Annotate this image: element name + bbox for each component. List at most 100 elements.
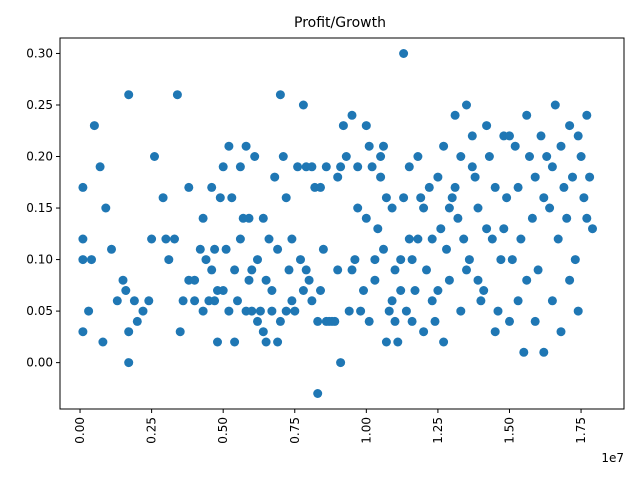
- scatter-point: [467, 131, 477, 141]
- scatter-point: [78, 327, 88, 337]
- scatter-point: [132, 316, 142, 326]
- scatter-point: [536, 131, 546, 141]
- scatter-point: [570, 255, 580, 265]
- x-tick-label: 0.25: [145, 417, 159, 444]
- scatter-point: [573, 131, 583, 141]
- scatter-point: [273, 244, 283, 254]
- scatter-point: [78, 255, 88, 265]
- scatter-point: [576, 152, 586, 161]
- scatter-point: [496, 255, 506, 265]
- scatter-point: [296, 255, 305, 265]
- scatter-point: [579, 193, 589, 203]
- scatter-point: [175, 327, 185, 337]
- scatter-point: [198, 213, 208, 223]
- scatter-point: [112, 296, 122, 306]
- scatter-point: [542, 152, 552, 161]
- scatter-point: [190, 296, 200, 306]
- scatter-point: [559, 182, 569, 192]
- scatter-point: [264, 234, 274, 244]
- scatter-point: [490, 327, 500, 337]
- scatter-point: [253, 255, 262, 265]
- scatter-point: [422, 265, 431, 275]
- scatter-point: [235, 162, 245, 172]
- scatter-point: [273, 337, 283, 347]
- scatter-point: [522, 275, 532, 285]
- scatter-point: [258, 213, 268, 223]
- scatter-point: [281, 193, 291, 203]
- scatter-point: [261, 275, 271, 285]
- scatter-point: [124, 327, 134, 337]
- scatter-point: [261, 337, 271, 347]
- scatter-point: [582, 110, 592, 120]
- scatter-point: [433, 172, 443, 182]
- scatter-point: [304, 275, 314, 285]
- scatter-point: [278, 152, 288, 161]
- scatter-point: [250, 152, 260, 161]
- scatter-point: [407, 316, 417, 326]
- scatter-point: [539, 347, 549, 357]
- scatter-point: [510, 141, 520, 151]
- scatter-point: [384, 306, 394, 316]
- scatter-point: [568, 172, 577, 182]
- scatter-point: [129, 296, 139, 306]
- scatter-point: [218, 162, 228, 172]
- scatter-point: [493, 306, 503, 316]
- scatter-point: [553, 234, 563, 244]
- scatter-point: [404, 234, 414, 244]
- scatter-point: [124, 358, 134, 368]
- scatter-point: [387, 296, 397, 306]
- scatter-point: [336, 162, 346, 172]
- scatter-point: [184, 182, 194, 192]
- scatter-point: [213, 337, 222, 347]
- scatter-point: [450, 182, 460, 192]
- scatter-point: [170, 234, 179, 244]
- scatter-point: [399, 49, 409, 58]
- scatter-point: [290, 306, 300, 316]
- scatter-point: [390, 316, 400, 326]
- scatter-point: [201, 255, 211, 265]
- scatter-point: [78, 234, 88, 244]
- scatter-point: [267, 286, 277, 295]
- scatter-point: [359, 286, 368, 295]
- scatter-point: [381, 337, 391, 347]
- scatter-point: [313, 316, 323, 326]
- scatter-point: [424, 182, 434, 192]
- x-axis: 0.00 0.25 0.50 0.75 1.00 1.25 1.50 1.75: [73, 409, 588, 444]
- scatter-point: [442, 244, 451, 254]
- scatter-point: [361, 213, 371, 223]
- scatter-point: [476, 296, 486, 306]
- scatter-point: [401, 306, 411, 316]
- scatter-point: [87, 255, 96, 265]
- scatter-point: [404, 162, 414, 172]
- scatter-point: [464, 255, 474, 265]
- scatter-point: [336, 358, 346, 368]
- scatter-point: [255, 306, 265, 316]
- scatter-point: [318, 244, 328, 254]
- scatter-point: [370, 275, 380, 285]
- scatter-point: [101, 203, 111, 213]
- scatter-point: [210, 244, 220, 254]
- scatter-point: [453, 213, 463, 223]
- scatter-point: [484, 152, 494, 161]
- scatter-point: [573, 306, 583, 316]
- scatter-point: [275, 90, 285, 100]
- scatter-point: [89, 121, 99, 131]
- scatter-point: [367, 162, 377, 172]
- scatter-point: [158, 193, 168, 203]
- scatter-point: [270, 172, 280, 182]
- y-tick-label: 0.00: [26, 356, 53, 370]
- scatter-point: [95, 162, 105, 172]
- scatter-point: [84, 306, 94, 316]
- scatter-point: [393, 337, 403, 347]
- scatter-point: [78, 182, 88, 192]
- scatter-point: [502, 193, 512, 203]
- chart-title: Profit/Growth: [294, 15, 386, 31]
- scatter-point: [247, 306, 257, 316]
- scatter-point: [333, 265, 343, 275]
- scatter-point: [582, 213, 592, 223]
- scatter-point: [244, 213, 254, 223]
- scatter-point: [147, 234, 157, 244]
- scatter-point: [190, 275, 200, 285]
